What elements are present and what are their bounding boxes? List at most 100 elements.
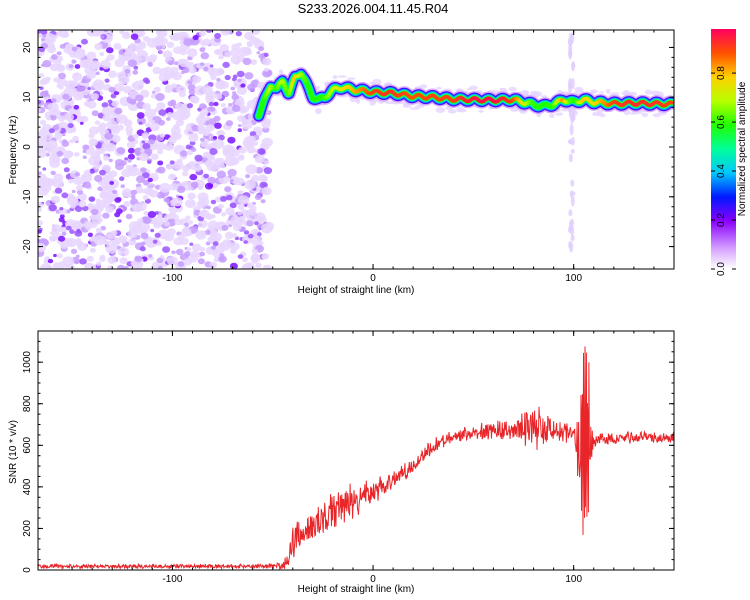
noise-blob — [102, 114, 111, 122]
noise-blob — [139, 41, 146, 47]
noise-blob — [138, 222, 151, 233]
noise-blob — [258, 53, 265, 59]
noise-blob — [163, 142, 174, 151]
noise-blob — [188, 200, 194, 205]
noise-blob — [176, 185, 186, 193]
noise-blob — [209, 142, 217, 148]
noise-blob — [150, 153, 159, 160]
noise-blob — [51, 54, 58, 60]
noise-blob — [126, 130, 133, 137]
noise-blob — [74, 230, 83, 237]
halo-blob — [605, 88, 611, 94]
noise-blob — [219, 44, 229, 52]
noise-blob — [154, 36, 164, 45]
noise-blob — [254, 155, 265, 164]
noise-blob — [203, 66, 209, 72]
noise-blob — [237, 128, 242, 133]
noise-blob — [150, 228, 155, 233]
noise-blob — [259, 181, 268, 189]
halo-blob — [478, 109, 484, 113]
noise-blob — [224, 231, 234, 240]
noise-blob — [127, 147, 135, 154]
noise-blob — [241, 119, 253, 130]
halo-blob — [435, 107, 446, 113]
noise-blob — [188, 67, 197, 74]
noise-blob — [231, 93, 240, 101]
noise-blob — [50, 170, 56, 176]
noise-blob — [59, 44, 66, 49]
noise-blob — [258, 46, 265, 52]
noise-blob — [41, 77, 50, 85]
noise-blob — [212, 136, 218, 140]
halo-blob — [523, 90, 530, 96]
noise-blob — [177, 261, 185, 267]
noise-blob — [122, 85, 133, 94]
noise-blob — [261, 253, 270, 260]
noise-blob — [135, 94, 144, 102]
halo-blob — [315, 108, 322, 115]
noise-blob — [130, 260, 138, 267]
noise-blob — [108, 170, 118, 178]
noise-blob — [219, 253, 225, 258]
noise-blob — [150, 119, 156, 124]
noise-blob — [117, 247, 130, 257]
noise-blob — [209, 106, 216, 112]
noise-blob — [138, 153, 149, 162]
noise-blob — [220, 196, 228, 202]
noise-blob — [108, 86, 116, 93]
noise-blob — [232, 91, 237, 96]
noise-blob — [205, 124, 215, 132]
noise-blob — [261, 120, 271, 129]
noise-blob — [79, 121, 84, 125]
x-tick-label: -100 — [162, 574, 182, 585]
noise-blob — [127, 59, 137, 68]
halo-blob — [644, 89, 653, 95]
snr-y-ticks: 0 200 400 600 800 1000 — [22, 340, 674, 573]
noise-blob — [106, 47, 114, 54]
noise-blob — [182, 165, 191, 172]
halo-blob — [466, 88, 472, 91]
noise-blob — [49, 114, 57, 121]
noise-blob — [58, 217, 65, 223]
halo-blob — [384, 101, 395, 105]
noise-blob — [128, 238, 137, 246]
noise-blob — [148, 139, 155, 145]
noise-blob — [262, 57, 272, 66]
noise-blob — [38, 148, 47, 158]
noise-blob — [237, 115, 246, 122]
noise-blob — [222, 61, 230, 68]
noise-blob — [82, 182, 87, 186]
artifact-blob — [568, 48, 573, 58]
noise-blob — [42, 132, 53, 141]
noise-blob — [243, 240, 248, 244]
halo-blob — [628, 112, 638, 115]
noise-blob — [260, 199, 266, 204]
noise-blob — [143, 187, 154, 196]
snr-x-label: Height of straight line (km) — [298, 584, 415, 595]
noise-blob — [229, 262, 238, 269]
noise-blob — [263, 52, 269, 58]
noise-blob — [167, 213, 175, 220]
noise-blob — [82, 144, 90, 151]
y-tick-label: 0 — [22, 144, 33, 150]
noise-blob — [140, 241, 146, 246]
noise-blob — [121, 188, 133, 198]
halo-blob — [549, 113, 555, 119]
noise-blob — [250, 30, 260, 35]
noise-blob — [62, 139, 67, 143]
noise-blob — [220, 30, 231, 36]
noise-blob — [211, 245, 216, 250]
noise-blob — [101, 106, 113, 117]
noise-blob — [238, 146, 247, 154]
noise-blob — [125, 213, 133, 220]
noise-blob — [104, 78, 110, 83]
noise-blob — [247, 83, 256, 91]
noise-blob — [153, 86, 161, 93]
noise-blob — [42, 34, 47, 38]
noise-blob — [38, 139, 48, 148]
noise-blob — [216, 131, 222, 136]
noise-blob — [157, 119, 166, 126]
noise-blob — [257, 232, 262, 237]
noise-blob — [130, 189, 138, 196]
noise-blob — [38, 229, 42, 234]
